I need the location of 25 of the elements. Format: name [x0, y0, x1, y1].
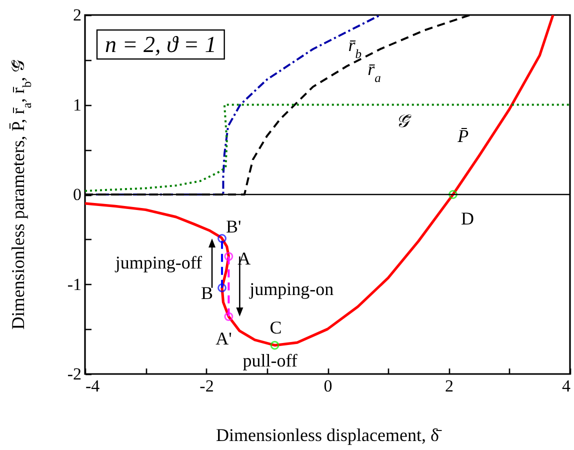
x-tick-label: 2: [445, 376, 454, 396]
annotation: jumping-off: [114, 252, 202, 273]
x-axis-title: Dimensionless displacement, δ̄: [216, 425, 442, 445]
annotation: D: [460, 208, 474, 228]
y-tick-label: 1: [73, 95, 82, 114]
annotation: A': [216, 328, 232, 349]
x-tick-label: 0: [324, 376, 332, 396]
annotation: jumping-on: [248, 278, 334, 299]
annotation: B: [201, 282, 214, 303]
series-label: 𝒢̄: [396, 110, 412, 131]
series-label: r̄$_{b}$: [348, 35, 362, 62]
annotation: n = 2, ϑ = 1: [105, 32, 216, 57]
series-label: r̄$_{a}$: [368, 59, 381, 86]
y-tick-label: 2: [73, 6, 82, 24]
x-tick-label: -4: [86, 376, 100, 396]
y-tick-label: -2: [67, 364, 82, 384]
annotation: C: [270, 317, 282, 338]
y-tick-label: 0: [73, 185, 82, 204]
annotation: B': [226, 216, 242, 236]
y-tick-label: -1: [67, 274, 82, 294]
annotation: pull-off: [242, 350, 298, 370]
annotation: A: [238, 248, 251, 268]
x-tick-label: 4: [562, 376, 571, 396]
x-tick-label: -2: [200, 376, 214, 396]
series-label: P̄: [456, 126, 469, 146]
